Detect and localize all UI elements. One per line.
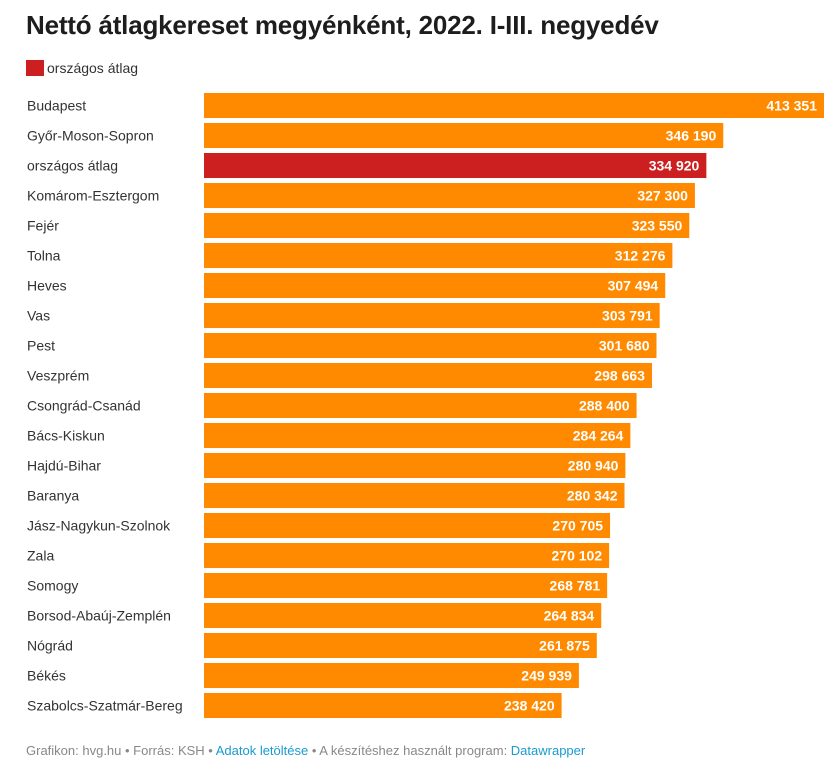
category-label: Jász-Nagykun-Szolnok — [27, 518, 171, 534]
category-label: országos átlag — [27, 158, 118, 174]
bar — [204, 93, 824, 118]
value-label: 238 420 — [504, 698, 555, 714]
value-label: 264 834 — [544, 608, 595, 624]
value-label: 261 875 — [539, 638, 590, 654]
category-label: Somogy — [27, 578, 78, 594]
category-label: Veszprém — [27, 368, 89, 384]
bar — [204, 483, 625, 508]
value-label: 301 680 — [599, 338, 650, 354]
value-label: 270 705 — [552, 518, 603, 534]
category-label: Győr-Moson-Sopron — [27, 128, 154, 144]
bar — [204, 423, 631, 448]
bar — [204, 603, 602, 628]
footer-credit: Grafikon: hvg.hu • Forrás: KSH • — [26, 743, 216, 758]
value-label: 249 939 — [521, 668, 572, 684]
category-label: Komárom-Esztergom — [27, 188, 159, 204]
value-label: 303 791 — [602, 308, 653, 324]
bar — [204, 573, 608, 598]
value-label: 284 264 — [573, 428, 624, 444]
bar — [204, 663, 579, 688]
bar — [204, 453, 626, 478]
value-label: 307 494 — [608, 278, 659, 294]
footer-tool-text: • A készítéshez használt program: — [308, 743, 511, 758]
bar — [204, 513, 611, 538]
value-label: 346 190 — [666, 128, 717, 144]
category-label: Hajdú-Bihar — [27, 458, 101, 474]
value-label: 270 102 — [552, 548, 603, 564]
category-label: Szabolcs-Szatmár-Bereg — [27, 698, 183, 714]
bar — [204, 363, 652, 388]
category-label: Zala — [27, 548, 54, 564]
bar — [204, 333, 657, 358]
value-label: 280 940 — [568, 458, 619, 474]
value-label: 288 400 — [579, 398, 630, 414]
category-label: Csongrád-Csanád — [27, 398, 141, 414]
category-label: Vas — [27, 308, 50, 324]
bar — [204, 183, 695, 208]
download-data-link[interactable]: Adatok letöltése — [215, 743, 309, 758]
category-label: Fejér — [27, 218, 59, 234]
footer: Grafikon: hvg.hu • Forrás: KSH • Adatok … — [26, 743, 585, 758]
bar — [204, 393, 637, 418]
bar-chart: Budapest 413 351 Győr-Moson-Sopron 346 190 o… — [27, 93, 824, 718]
category-label: Borsod-Abaúj-Zemplén — [27, 608, 171, 624]
legend-label: országos átlag — [47, 60, 139, 76]
value-label: 323 550 — [632, 218, 683, 234]
value-label: 413 351 — [766, 98, 817, 114]
datawrapper-link[interactable]: Datawrapper — [510, 743, 586, 758]
category-label: Bács-Kiskun — [27, 428, 105, 444]
category-label: Heves — [27, 278, 67, 294]
bar — [204, 543, 610, 568]
category-label: Pest — [27, 338, 55, 354]
chart-title: Nettó átlagkereset megyénként, 2022. I-I… — [26, 10, 659, 40]
bar — [204, 273, 666, 298]
bar — [204, 123, 724, 148]
bar — [204, 633, 597, 658]
value-label: 268 781 — [550, 578, 601, 594]
category-label: Tolna — [27, 248, 61, 264]
category-label: Budapest — [27, 98, 86, 114]
value-label: 312 276 — [615, 248, 666, 264]
legend: országos átlag — [26, 60, 138, 76]
category-label: Nógrád — [27, 638, 73, 654]
legend-swatch — [26, 60, 44, 76]
bar — [204, 693, 562, 718]
category-label: Békés — [27, 668, 66, 684]
bar — [204, 303, 660, 328]
value-label: 280 342 — [567, 488, 618, 504]
value-label: 298 663 — [594, 368, 645, 384]
value-label: 334 920 — [649, 158, 700, 174]
bar — [204, 213, 690, 238]
category-label: Baranya — [27, 488, 79, 504]
value-label: 327 300 — [637, 188, 688, 204]
bar — [204, 243, 673, 268]
bar-highlight — [204, 153, 707, 178]
